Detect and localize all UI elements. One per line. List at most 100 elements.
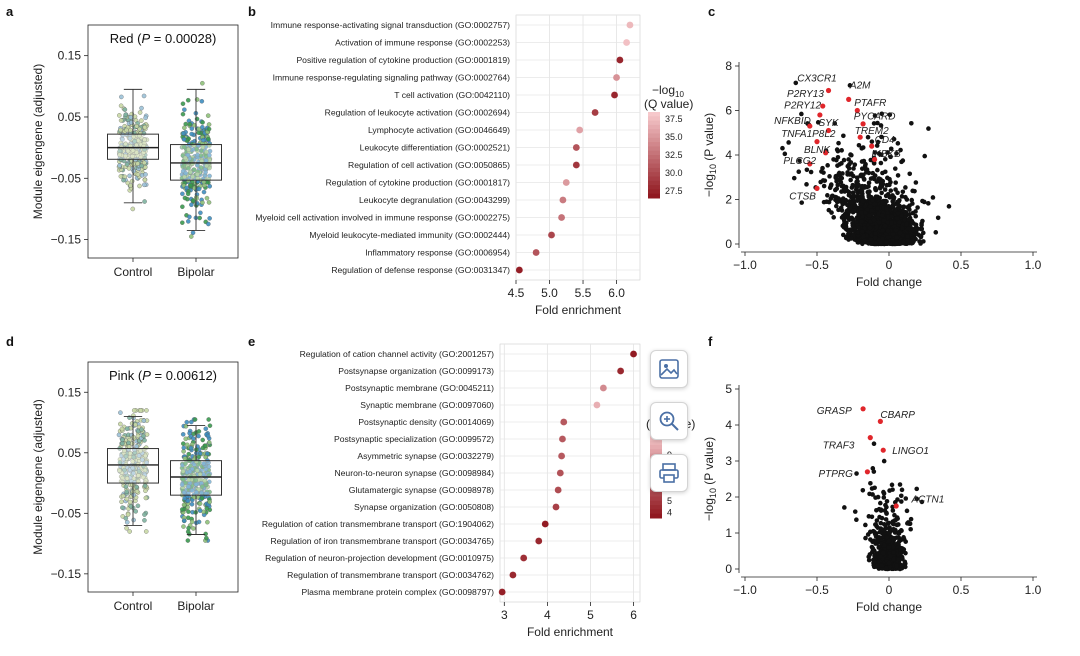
gene-point <box>895 141 901 146</box>
data-point <box>138 408 144 413</box>
gene-point <box>876 220 882 225</box>
gene-point <box>852 509 858 514</box>
gene-point <box>871 469 877 474</box>
gene-point <box>836 140 841 146</box>
data-point <box>205 519 210 525</box>
gene-point <box>859 146 865 151</box>
term-dot <box>498 588 506 596</box>
gene-label: GRASP <box>817 406 852 417</box>
gene-point <box>883 565 889 571</box>
term-dot <box>599 384 607 392</box>
y-title-rest: (P value) <box>702 437 716 488</box>
gene-point <box>880 170 885 176</box>
gene-point <box>914 486 920 492</box>
data-point <box>186 147 191 152</box>
box-control <box>107 448 159 484</box>
data-point <box>129 178 135 184</box>
panel-a-boxplot: Red (P = 0.00028) 0.15 0.05 −0.05 −0.15 Modul… <box>31 24 239 279</box>
term-label: Immune response-activating signal transd… <box>271 20 510 30</box>
term-label: Myeloid leukocyte-mediated immunity (GO:… <box>309 230 510 240</box>
data-point <box>183 436 189 442</box>
x-tick-label: 5 <box>587 608 594 622</box>
legend-title-line1: −log10 <box>652 83 684 99</box>
y-axis-title: Module eigengene (adjusted) <box>31 64 45 219</box>
title-suffix: = 0.00028) <box>150 31 216 46</box>
gene-point <box>878 160 884 166</box>
data-point <box>180 191 185 197</box>
data-point <box>189 234 194 239</box>
term-label: Glutamatergic synapse (GO:0098978) <box>349 485 494 495</box>
data-point <box>186 219 191 224</box>
legend-gradient-step <box>648 159 660 165</box>
data-point <box>207 216 212 221</box>
data-point <box>191 167 197 173</box>
gene-point <box>848 160 854 165</box>
print-button[interactable] <box>650 454 688 492</box>
data-point <box>131 168 136 174</box>
gene-point <box>836 177 841 183</box>
data-point <box>116 432 122 438</box>
data-point <box>181 131 186 136</box>
print-icon <box>659 463 679 483</box>
data-point <box>190 230 196 235</box>
gene-point <box>884 498 890 504</box>
data-point <box>120 493 126 499</box>
gene-point <box>919 226 925 232</box>
gene-point <box>904 221 909 227</box>
term-dot <box>562 179 570 186</box>
gene-point <box>846 166 852 171</box>
y-title-sub: 10 <box>708 164 718 174</box>
gene-point <box>896 535 902 541</box>
gene-point <box>843 187 849 192</box>
gene-point <box>891 550 896 555</box>
term-dot <box>611 91 618 99</box>
data-point <box>189 131 194 137</box>
gene-point <box>835 148 841 154</box>
x-tick-label: 0.5 <box>953 258 970 272</box>
gene-point <box>780 145 785 151</box>
data-point <box>132 114 138 119</box>
zoom-in-button[interactable] <box>650 402 688 440</box>
gene-label: ACTN1 <box>910 494 944 505</box>
gene-point <box>849 200 854 206</box>
term-dot <box>560 418 568 426</box>
gene-point <box>786 140 791 145</box>
data-point <box>182 125 187 131</box>
gene-point <box>834 199 840 205</box>
gene-point <box>878 240 883 245</box>
gene-point <box>887 176 892 182</box>
legend-gradient-step <box>648 146 660 152</box>
data-point <box>186 166 191 171</box>
data-point <box>183 155 188 161</box>
term-label: Lymphocyte activation (GO:0046649) <box>368 125 510 135</box>
gene-point <box>859 188 865 194</box>
data-point <box>125 148 131 154</box>
data-point <box>126 440 131 446</box>
term-label: Myeloid cell activation involved in immu… <box>255 213 510 223</box>
gene-point <box>899 159 904 165</box>
image-button[interactable] <box>650 350 688 388</box>
gene-point <box>878 520 884 526</box>
gene-point <box>926 126 931 131</box>
term-dot <box>559 196 567 204</box>
gene-point <box>912 188 917 194</box>
gene-point <box>821 170 826 175</box>
gene-label: TNFA1P8L2 <box>781 129 836 140</box>
gene-label: PLCG2 <box>783 156 816 167</box>
gene-point <box>841 218 847 223</box>
highlighted-gene-point <box>814 185 820 191</box>
gene-point <box>922 199 927 205</box>
gene-point <box>827 174 832 179</box>
y-title-log: −log <box>702 174 716 197</box>
gene-point <box>869 514 875 520</box>
gene-point <box>899 487 905 493</box>
x-category-label: Bipolar <box>177 265 214 279</box>
legend-title-line2: (Q value) <box>644 97 693 111</box>
data-point <box>189 501 195 507</box>
gene-point <box>845 170 850 175</box>
data-point <box>200 124 205 130</box>
data-point <box>184 419 190 425</box>
panel-letter-e: e <box>248 334 255 349</box>
gene-point <box>875 167 880 173</box>
gene-point <box>910 236 915 242</box>
